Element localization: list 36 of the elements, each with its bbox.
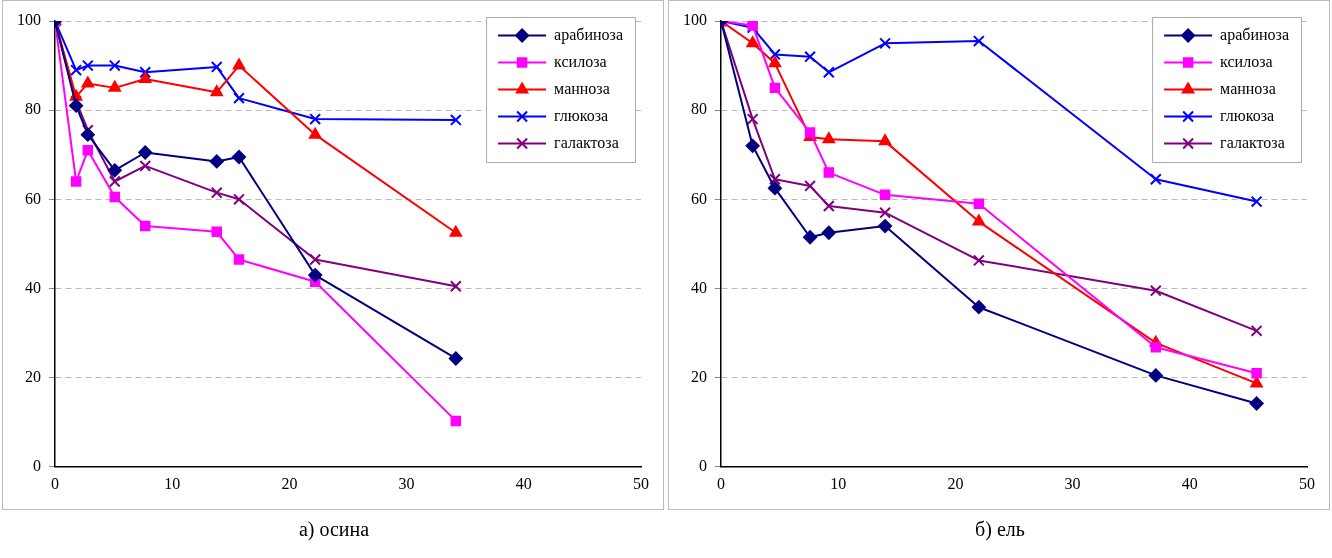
legend-label: манноза [1220, 79, 1276, 97]
legend-label: ксилоза [1220, 52, 1273, 70]
y-tick-label: 80 [25, 100, 41, 118]
y-tick-label: 20 [25, 367, 41, 385]
text: а) осина [297, 518, 371, 541]
y-tick-label: 100 [17, 11, 41, 29]
x-tick-label: 40 [1181, 474, 1198, 492]
x-tick-label: 20 [281, 474, 298, 492]
y-tick-label: 60 [25, 189, 41, 207]
legend-label: галактоза [1220, 133, 1285, 151]
legend-label: арабиноза [554, 25, 623, 44]
x-tick-label: 30 [398, 474, 415, 492]
y-tick-label: 0 [699, 457, 707, 474]
x-tick-label: 30 [1064, 474, 1081, 492]
x-tick-label: 10 [830, 474, 847, 492]
x-tick-label: 0 [717, 474, 725, 492]
y-tick-label: 40 [691, 278, 707, 296]
y-tick-label: 0 [33, 457, 41, 474]
x-tick-label: 40 [515, 474, 532, 492]
legend-label: манноза [554, 79, 610, 97]
x-tick-label: 50 [1299, 474, 1315, 492]
y-tick-label: 80 [691, 100, 707, 118]
x-tick-label: 20 [947, 474, 964, 492]
text: б) ель [974, 518, 1026, 541]
legend-label: галактоза [554, 133, 619, 151]
legend-label: ксилоза [554, 52, 607, 70]
y-tick-label: 60 [691, 189, 707, 207]
x-tick-label: 50 [633, 474, 649, 492]
legend-label: глюкоза [1220, 106, 1275, 124]
y-tick-label: 100 [683, 11, 707, 29]
legend-label: глюкоза [554, 106, 609, 124]
y-tick-label: 40 [25, 278, 41, 296]
legend-label: арабиноза [1220, 25, 1289, 44]
x-tick-label: 0 [51, 474, 59, 492]
y-tick-label: 20 [691, 367, 707, 385]
x-tick-label: 10 [164, 474, 181, 492]
